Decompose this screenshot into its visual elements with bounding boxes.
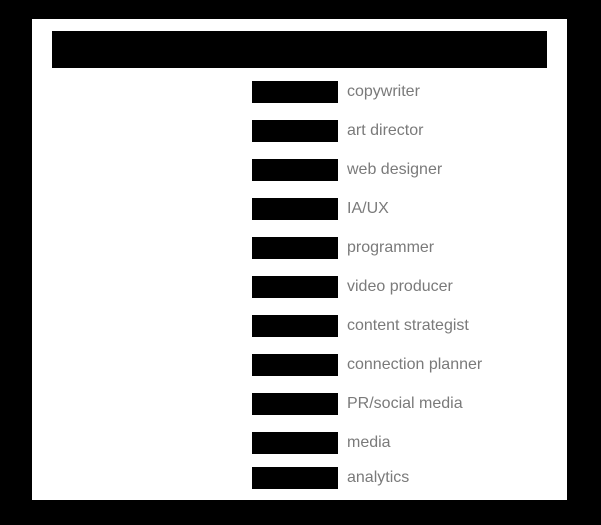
role-label: IA/UX — [347, 200, 389, 217]
role-list: copywriter art director web designer IA/… — [32, 19, 567, 500]
role-label: video producer — [347, 278, 453, 295]
role-row-ia-ux: IA/UX — [252, 198, 389, 220]
redacted-bar — [252, 237, 338, 259]
role-label: PR/social media — [347, 395, 463, 412]
role-label: media — [347, 434, 391, 451]
redacted-bar — [252, 198, 338, 220]
redacted-bar — [252, 315, 338, 337]
role-row-analytics: analytics — [252, 467, 409, 489]
redacted-bar — [252, 467, 338, 489]
role-row-copywriter: copywriter — [252, 81, 420, 103]
role-label: content strategist — [347, 317, 469, 334]
role-label: art director — [347, 122, 424, 139]
role-label: programmer — [347, 239, 435, 256]
role-row-video-producer: video producer — [252, 276, 453, 298]
role-row-connection-planner: connection planner — [252, 354, 482, 376]
redacted-bar — [252, 276, 338, 298]
redacted-bar — [252, 159, 338, 181]
role-label: connection planner — [347, 356, 483, 373]
role-row-web-designer: web designer — [252, 159, 442, 181]
redacted-bar — [252, 354, 338, 376]
diagram-panel: copywriter art director web designer IA/… — [32, 19, 567, 500]
redacted-bar — [252, 81, 338, 103]
redacted-bar — [252, 120, 338, 142]
role-row-media: media — [252, 432, 391, 454]
role-label: analytics — [347, 469, 410, 486]
role-row-pr-social-media: PR/social media — [252, 393, 463, 415]
redacted-bar — [252, 393, 338, 415]
role-row-art-director: art director — [252, 120, 423, 142]
role-label: web designer — [347, 161, 443, 178]
role-row-programmer: programmer — [252, 237, 434, 259]
role-row-content-strategist: content strategist — [252, 315, 469, 337]
redacted-header-bar — [52, 31, 547, 68]
role-label: copywriter — [347, 83, 420, 100]
redacted-bar — [252, 432, 338, 454]
